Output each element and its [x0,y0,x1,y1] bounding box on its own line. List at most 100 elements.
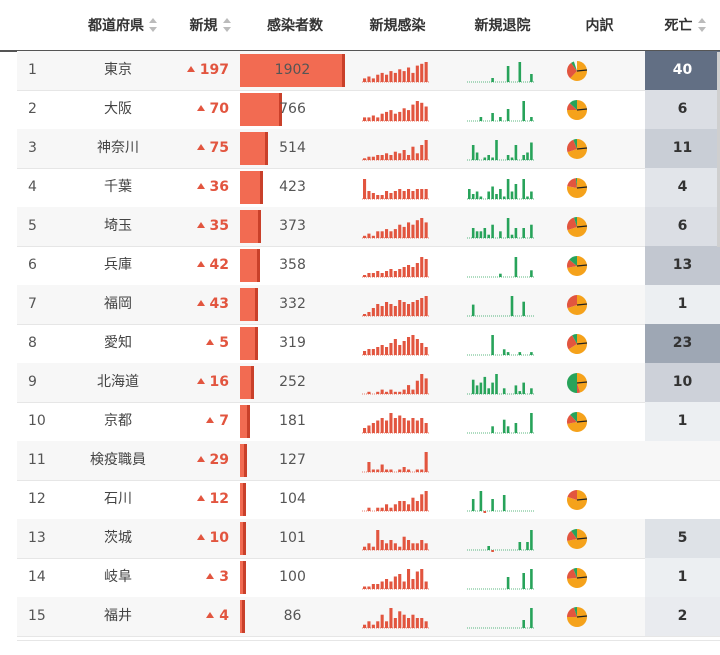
spark-bar [371,273,375,277]
spark-bar [402,467,406,472]
table-row[interactable]: 6 兵庫 42 358 13 [17,246,720,286]
header-new[interactable]: 新規 [180,0,240,50]
spark-bar [407,67,411,82]
cases-bar [240,522,246,555]
new-cases-value: 12 [209,491,229,507]
breakdown-pie [567,256,588,276]
new-infections-sparkline [362,452,430,473]
spark-bar [398,611,402,628]
header-cases[interactable]: 感染者数 [267,18,323,34]
table-row[interactable]: 4 千葉 36 423 4 [17,168,720,208]
spark-bar [530,608,533,628]
header-prefecture[interactable]: 都道府県 [75,0,170,50]
table-row[interactable]: 1 東京 197 1902 40 [17,51,720,91]
header-new-infections: 新規感染 [369,18,426,34]
spark-bar [514,145,518,160]
table-row[interactable]: 12 石川 12 104 [17,480,720,520]
table-row[interactable]: 5 埼玉 35 373 6 [17,207,720,247]
spark-bar [506,352,510,355]
cases-bar [240,366,254,399]
cases-bar [240,171,263,204]
pie-slice [567,607,577,617]
new-infections-sparkline [362,374,430,395]
spark-bar [367,462,371,472]
table-row[interactable]: 15 福井 4 86 2 [17,597,720,637]
spark-bar [499,189,502,199]
spark-bar [522,228,525,238]
spark-bar [499,273,502,277]
table-row[interactable]: 7 福岡 43 332 1 [17,285,720,325]
spark-bar [398,224,402,238]
table-bottom-border [17,640,720,641]
spark-bar [398,501,402,511]
header-deaths[interactable]: 死亡 [650,0,720,50]
spark-bar [376,621,380,628]
pie-slice [572,334,577,344]
increase-triangle-icon [206,573,215,579]
spark-bar [407,155,411,160]
table-row[interactable]: 2 大阪 70 766 6 [17,90,720,130]
spark-bar [393,543,397,550]
spark-bar [398,469,402,472]
increase-triangle-icon [196,144,205,150]
spark-bar [398,153,402,160]
spark-bar [407,337,411,355]
spark-bar [502,495,506,511]
table-row[interactable]: 13 茨城 10 101 5 [17,519,720,559]
spark-bar [398,189,402,199]
deaths-cell: 10 [645,363,720,402]
table-row[interactable]: 3 神奈川 75 514 11 [17,129,720,169]
pie-slice [577,383,581,393]
spark-bar [380,389,384,394]
new-cases-cell: 36 [177,168,229,207]
pie-slice [573,568,577,578]
spark-bar [424,222,428,238]
spark-bar [530,388,533,394]
spark-bar [499,231,502,238]
spark-bar [420,343,424,355]
pie-slice [567,139,577,153]
spark-bar [424,106,428,121]
table-row[interactable]: 14 岐阜 3 100 1 [17,558,720,598]
spark-bar [371,115,375,121]
cases-value: 766 [279,101,306,117]
spark-bar [411,146,415,160]
cases-bar-end [247,405,250,438]
spark-bar [380,614,384,628]
rank-cell: 12 [28,491,46,507]
pie-slice [576,420,588,423]
spark-bar [380,273,384,277]
cases-bar-end [251,366,254,399]
cases-value: 86 [283,608,302,624]
cases-bar [240,249,260,282]
spark-bar [522,101,525,121]
spark-bar [411,224,415,238]
spark-bar [514,184,518,199]
spark-bar [424,259,428,277]
spark-bar [407,504,411,511]
cases-value: 358 [279,257,306,273]
pie-slice [567,568,577,579]
spark-bar [530,413,533,433]
spark-bar [402,389,406,394]
deaths-cell: 5 [645,519,720,558]
table-row[interactable]: 9 北海道 16 252 10 [17,363,720,403]
spark-bar [495,140,498,160]
header-prefecture-label: 都道府県 [88,18,144,34]
deaths-cell: 1 [645,402,720,441]
new-cases-cell: 7 [177,402,229,441]
spark-bar [371,78,375,82]
table-row[interactable]: 11 検疫職員 29 127 [17,441,720,481]
table-row[interactable]: 8 愛知 5 319 23 [17,324,720,364]
rank-cell: 7 [28,296,37,312]
spark-bar [376,469,380,472]
table-row[interactable]: 10 京都 7 181 1 [17,402,720,442]
spark-bar [491,78,494,82]
spark-bar [415,101,419,121]
scrollbar[interactable] [717,52,720,247]
spark-bar [514,423,518,433]
rank-cell: 6 [28,257,37,273]
spark-bar [491,186,494,199]
spark-bar [371,469,375,472]
spark-bar [514,385,518,394]
